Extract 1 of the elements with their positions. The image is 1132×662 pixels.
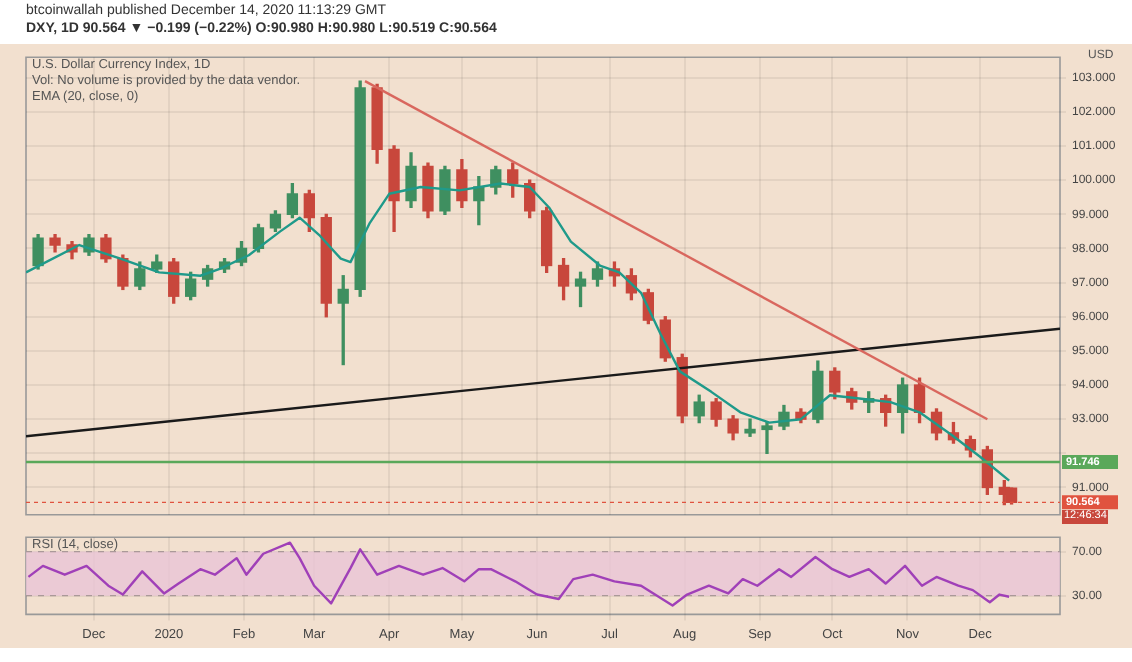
candlestick <box>761 421 773 454</box>
